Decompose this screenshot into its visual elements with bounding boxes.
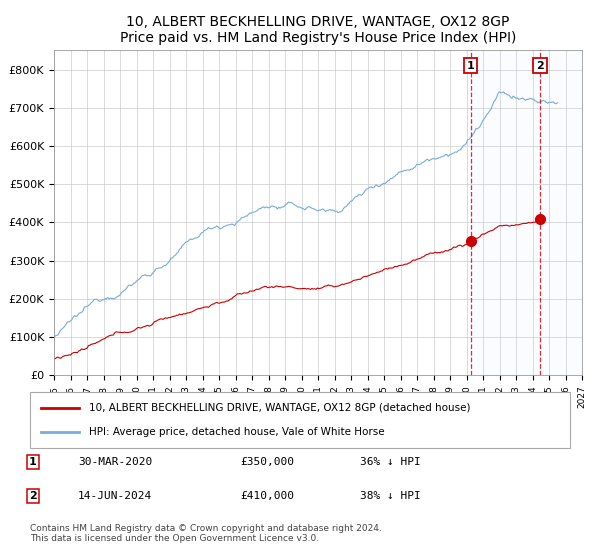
Text: HPI: Average price, detached house, Vale of White Horse: HPI: Average price, detached house, Vale… xyxy=(89,427,385,437)
Text: 36% ↓ HPI: 36% ↓ HPI xyxy=(360,457,421,467)
Text: £350,000: £350,000 xyxy=(240,457,294,467)
Text: 1: 1 xyxy=(29,457,37,467)
Text: 30-MAR-2020: 30-MAR-2020 xyxy=(78,457,152,467)
Bar xyxy=(540,50,582,375)
Text: Contains HM Land Registry data © Crown copyright and database right 2024.
This d: Contains HM Land Registry data © Crown c… xyxy=(30,524,382,543)
Title: 10, ALBERT BECKHELLING DRIVE, WANTAGE, OX12 8GP
Price paid vs. HM Land Registry': 10, ALBERT BECKHELLING DRIVE, WANTAGE, O… xyxy=(120,15,516,45)
Bar xyxy=(470,50,540,375)
Text: 14-JUN-2024: 14-JUN-2024 xyxy=(78,491,152,501)
Text: 2: 2 xyxy=(536,60,544,71)
Text: £410,000: £410,000 xyxy=(240,491,294,501)
FancyBboxPatch shape xyxy=(30,392,570,448)
Text: 1: 1 xyxy=(467,60,475,71)
Text: 2: 2 xyxy=(29,491,37,501)
Bar xyxy=(540,50,582,375)
Text: 10, ALBERT BECKHELLING DRIVE, WANTAGE, OX12 8GP (detached house): 10, ALBERT BECKHELLING DRIVE, WANTAGE, O… xyxy=(89,403,471,413)
Text: 38% ↓ HPI: 38% ↓ HPI xyxy=(360,491,421,501)
